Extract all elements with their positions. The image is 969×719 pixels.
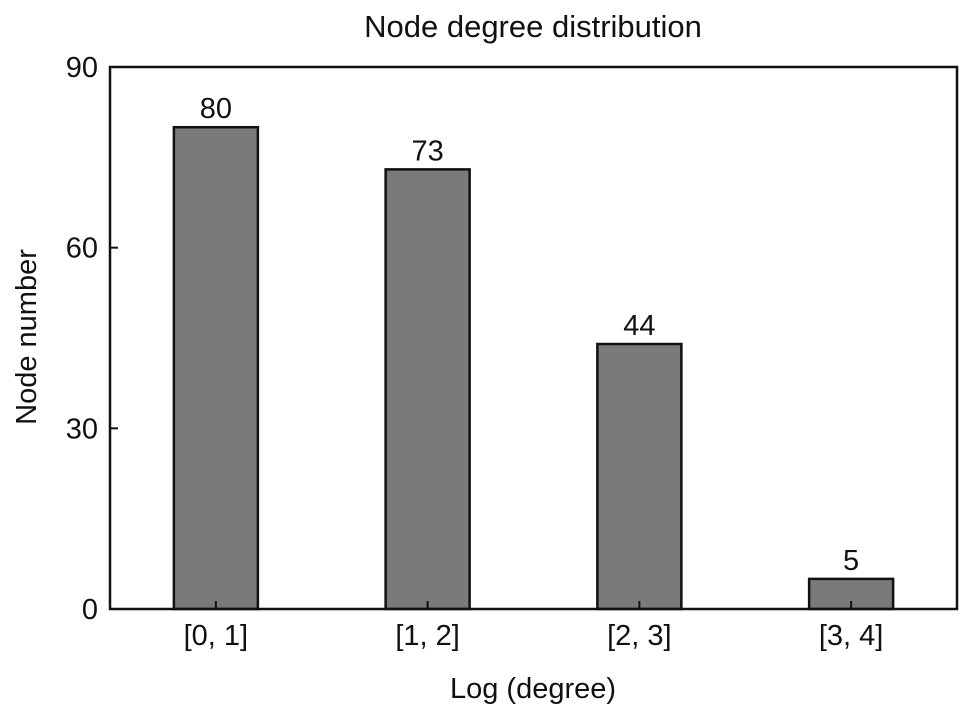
data-label-4: 5 (843, 545, 859, 577)
y-tick-label-4: 90 (66, 52, 98, 84)
data-label-3: 44 (623, 310, 655, 342)
bar-3 (596, 342, 683, 611)
x-tick-label-2: [1, 2] (395, 620, 460, 652)
x-tick-label-3: [2, 3] (607, 620, 672, 652)
chart-title: Node degree distribution (364, 9, 702, 44)
x-axis-label: Log (degree) (450, 673, 616, 705)
bar-1 (172, 125, 260, 611)
x-tick-label-1: [0, 1] (184, 620, 249, 652)
x-axis-ticks: [0, 1] [1, 2] [2, 3] [3, 4] (184, 601, 884, 652)
data-label-1: 80 (200, 93, 232, 125)
bar-2 (384, 168, 471, 611)
y-axis-label: Node number (11, 249, 43, 425)
data-labels-group: 80 73 44 5 (200, 93, 859, 577)
y-tick-label-1: 0 (82, 594, 98, 626)
y-tick-label-3: 60 (66, 233, 98, 265)
y-axis-label-group: Node number (11, 249, 43, 425)
x-tick-label-4: [3, 4] (819, 620, 884, 652)
bars-group (172, 125, 895, 611)
data-label-2: 73 (411, 135, 443, 167)
y-tick-label-2: 30 (66, 413, 98, 445)
y-axis-ticks: 0 30 60 90 (66, 52, 118, 626)
plot-area-frame (108, 65, 959, 611)
